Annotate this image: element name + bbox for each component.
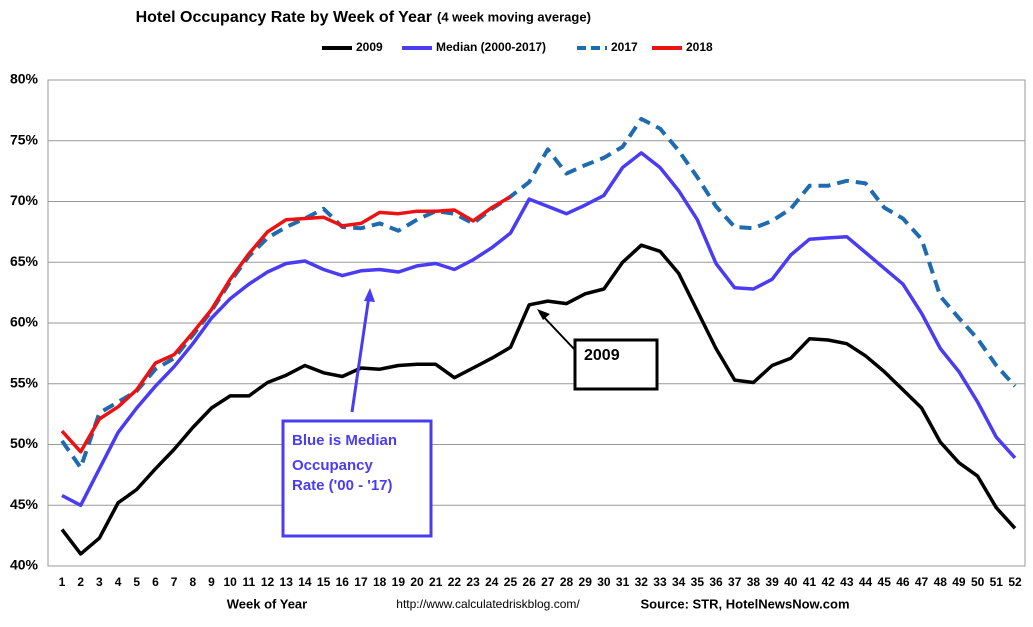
x-tick-label: 12 — [261, 575, 275, 589]
x-tick-label: 47 — [915, 575, 929, 589]
x-tick-label: 50 — [971, 575, 985, 589]
x-tick-label: 36 — [709, 575, 723, 589]
plot: 40%45%50%55%60%65%70%75%80%1 2 3 4 5 6 7 8 9 10 11… — [10, 71, 1025, 589]
x-tick-label: 3 — [96, 575, 103, 589]
x-tick-label: 29 — [579, 575, 593, 589]
series-line — [60, 243, 1017, 556]
annotation-text: Occupancy — [292, 457, 374, 474]
x-tick-label: 1 — [59, 575, 66, 589]
x-tick-label: 40 — [784, 575, 798, 589]
x-tick-label: 34 — [672, 575, 686, 589]
x-tick-label: 45 — [878, 575, 892, 589]
x-tick-label: 39 — [765, 575, 779, 589]
x-tick-label: 52 — [1008, 575, 1022, 589]
y-tick-label: 65% — [10, 253, 39, 269]
x-tick-label: 19 — [392, 575, 406, 589]
x-tick-label: 30 — [597, 575, 611, 589]
chart-subtitle: (4 week moving average) — [437, 9, 591, 24]
x-tick-label: 37 — [728, 575, 742, 589]
annotation-text: 2009 — [584, 347, 620, 364]
y-tick-label: 80% — [10, 71, 39, 87]
source-url: http://www.calculatedriskblog.com/ — [396, 597, 580, 611]
x-tick-label: 6 — [152, 575, 159, 589]
y-tick-label: 60% — [10, 314, 39, 330]
legend-label: 2017 — [611, 40, 638, 54]
x-tick-label: 41 — [803, 575, 817, 589]
annotation-text: Rate ('00 - '17) — [292, 477, 393, 494]
x-tick-label: 18 — [373, 575, 387, 589]
x-tick-label: 51 — [990, 575, 1004, 589]
x-tick-label: 23 — [466, 575, 480, 589]
x-tick-label: 7 — [171, 575, 178, 589]
y-tick-label: 45% — [10, 496, 39, 512]
y-tick-label: 70% — [10, 192, 39, 208]
x-tick-label: 15 — [317, 575, 331, 589]
x-tick-label: 9 — [208, 575, 215, 589]
y-tick-label: 50% — [10, 435, 39, 451]
annotation-box — [573, 338, 659, 391]
x-tick-label: 25 — [504, 575, 518, 589]
x-tick-label: 49 — [952, 575, 966, 589]
x-tick-label: 35 — [691, 575, 705, 589]
legend-item: 2018 — [652, 40, 713, 54]
legend-label: Median (2000-2017) — [436, 40, 546, 54]
x-tick-label: 11 — [243, 575, 256, 589]
x-tick-label: 22 — [448, 575, 462, 589]
series-line — [61, 151, 1017, 508]
arrow-head — [537, 309, 550, 320]
x-tick-label: 28 — [560, 575, 574, 589]
y-tick-label: 75% — [10, 131, 39, 147]
x-tick-label: 46 — [896, 575, 910, 589]
legend-label: 2009 — [356, 40, 383, 54]
x-tick-label: 4 — [115, 575, 122, 589]
x-tick-label: 14 — [298, 575, 312, 589]
source: Source: STR, HotelNewsNow.com — [641, 596, 850, 611]
x-tick-label: 20 — [410, 575, 424, 589]
legend-label: 2018 — [686, 40, 713, 54]
x-tick-label: 16 — [336, 575, 350, 589]
legend-item: 2017 — [577, 40, 638, 54]
x-tick-label: 2 — [77, 575, 84, 589]
x-tick-label: 48 — [934, 575, 948, 589]
x-tick-label: 8 — [189, 575, 196, 589]
legend-item: Median (2000-2017) — [402, 40, 546, 54]
x-tick-label: 21 — [429, 575, 443, 589]
arrow — [350, 295, 371, 413]
y-tick-label: 55% — [10, 374, 39, 390]
arrow — [539, 312, 576, 351]
annotation-median: Blue is Median Occupancy Rate ('00 - '17… — [281, 288, 433, 538]
series-line — [60, 116, 1017, 470]
series-line — [60, 195, 512, 454]
annotation-text: Blue is Median — [292, 432, 397, 449]
x-tick-label: 26 — [522, 575, 536, 589]
x-tick-label: 43 — [840, 575, 854, 589]
x-tick-label: 38 — [747, 575, 761, 589]
y-tick-label: 40% — [10, 557, 39, 573]
x-tick-label: 31 — [616, 575, 630, 589]
x-tick-label: 5 — [133, 575, 140, 589]
x-tick-label: 33 — [653, 575, 667, 589]
annotation-2009: 2009 — [537, 309, 659, 391]
x-tick-label: 17 — [354, 575, 368, 589]
x-tick-label: 13 — [280, 575, 294, 589]
annotation-box — [281, 419, 433, 538]
chart-title: Hotel Occupancy Rate by Week of Year — [136, 9, 432, 26]
x-tick-label: 10 — [223, 575, 237, 589]
x-tick-label: 32 — [635, 575, 649, 589]
x-tick-label: 44 — [859, 575, 873, 589]
legend-item: 2009 — [322, 40, 383, 54]
arrow-head — [364, 288, 375, 302]
x-tick-label: 42 — [821, 575, 835, 589]
x-axis-label: Week of Year — [227, 596, 307, 611]
x-tick-label: 27 — [541, 575, 555, 589]
x-tick-label: 24 — [485, 575, 499, 589]
